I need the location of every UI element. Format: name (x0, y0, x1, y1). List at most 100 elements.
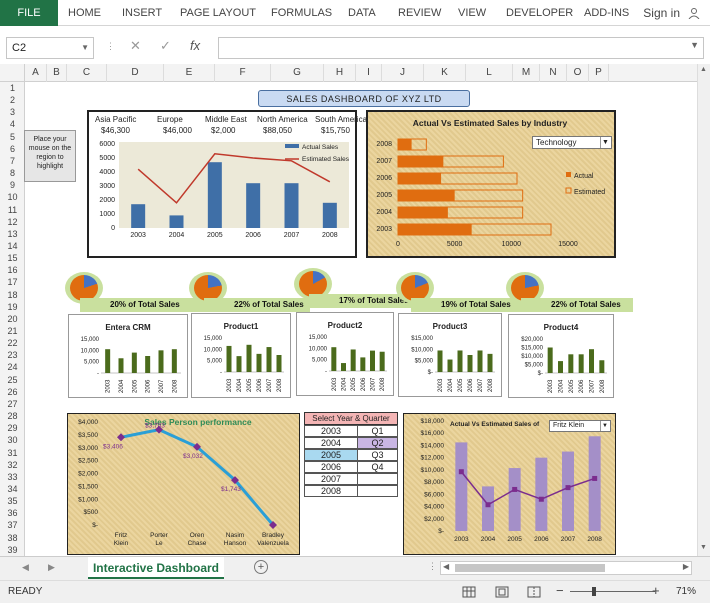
add-sheet-icon[interactable]: + (254, 560, 268, 574)
column-header-p[interactable]: P (589, 64, 609, 82)
row-header-23[interactable]: 23 (7, 350, 18, 361)
prev-sheet-icon[interactable]: ◀ (22, 562, 29, 572)
tab-review[interactable]: REVIEW (398, 7, 442, 19)
row-header-1[interactable]: 1 (9, 83, 15, 93)
scroll-right-icon[interactable]: ▶ (682, 562, 689, 571)
sign-in-link[interactable]: Sign in (643, 6, 680, 20)
row-header-27[interactable]: 27 (7, 398, 18, 409)
horizontal-scrollbar[interactable]: ◀ ▶ (440, 561, 692, 575)
person-sales-chart[interactable]: Actual Vs Estimated Sales of $- $2,000 $4,0… (404, 414, 615, 554)
product-chart[interactable]: $- $5,000 $10,000 $15,000 2003 2004 2005 2006 20… (399, 314, 501, 396)
tab-view[interactable]: VIEW (458, 7, 487, 19)
tab-insert[interactable]: INSERT (122, 7, 163, 19)
row-header-30[interactable]: 30 (7, 435, 18, 446)
column-header-f[interactable]: F (215, 64, 271, 82)
column-header-c[interactable]: C (67, 64, 107, 82)
select-all-corner[interactable] (0, 64, 25, 82)
sheet-tab-interactive-dashboard[interactable]: Interactive Dashboard (88, 557, 224, 579)
share-pie[interactable] (299, 271, 327, 297)
zoom-slider-thumb[interactable] (592, 587, 596, 596)
scroll-down-icon[interactable]: ▼ (700, 544, 707, 551)
formula-input[interactable]: ▼ (218, 37, 704, 59)
row-header-18[interactable]: 18 (7, 289, 18, 300)
year-option-2005[interactable]: 2005 (304, 449, 358, 461)
row-header-26[interactable]: 26 (7, 386, 18, 397)
tab-formulas[interactable]: FORMULAS (271, 7, 333, 19)
row-header-11[interactable]: 11 (7, 204, 18, 215)
row-header-24[interactable]: 24 (7, 362, 18, 373)
industry-sales-chart[interactable]: Actual Vs Estimated Sales by Industry 200… (368, 112, 614, 256)
tab-home[interactable]: HOME (68, 7, 101, 19)
salesperson-chart[interactable]: Sales Person performance $- $500 $1,000 $1,5… (68, 414, 299, 554)
column-header-i[interactable]: I (356, 64, 382, 82)
share-pie[interactable] (511, 275, 539, 301)
row-header-25[interactable]: 25 (7, 374, 18, 385)
row-header-4[interactable]: 4 (9, 119, 15, 130)
column-header-m[interactable]: M (513, 64, 540, 82)
scroll-up-icon[interactable]: ▲ (700, 66, 707, 73)
column-header-a[interactable]: A (25, 64, 47, 82)
quarter-option-q2[interactable]: Q2 (357, 437, 398, 449)
quarter-option-q4[interactable]: Q4 (357, 461, 398, 473)
row-header-16[interactable]: 16 (7, 265, 18, 276)
chevron-down-icon[interactable]: ▼ (600, 421, 609, 431)
industry-dropdown[interactable]: Technology ▼ (532, 136, 612, 149)
year-option-2003[interactable]: 2003 (304, 425, 358, 437)
share-pie[interactable] (194, 275, 222, 301)
column-header-b[interactable]: B (47, 64, 67, 82)
row-header-22[interactable]: 22 (7, 338, 18, 349)
tab-page-layout[interactable]: PAGE LAYOUT (180, 7, 257, 19)
row-header-7[interactable]: 7 (9, 155, 15, 166)
year-option-2004[interactable]: 2004 (304, 437, 358, 449)
row-header-36[interactable]: 36 (7, 508, 18, 519)
row-header-14[interactable]: 14 (7, 240, 18, 251)
row-header-19[interactable]: 19 (7, 301, 18, 312)
page-break-view-icon[interactable] (527, 586, 541, 598)
zoom-in-icon[interactable]: + (652, 583, 660, 598)
column-header-k[interactable]: K (424, 64, 466, 82)
column-header-g[interactable]: G (271, 64, 324, 82)
row-header-17[interactable]: 17 (7, 277, 18, 288)
tab-developer[interactable]: DEVELOPER (506, 7, 574, 19)
row-header-3[interactable]: 3 (9, 107, 15, 118)
row-header-20[interactable]: 20 (7, 313, 18, 324)
column-header-j[interactable]: J (382, 64, 424, 82)
cancel-icon[interactable]: ✕ (130, 38, 141, 53)
row-header-9[interactable]: 9 (9, 180, 15, 191)
row-header-6[interactable]: 6 (9, 143, 15, 154)
enter-icon[interactable]: ✓ (160, 38, 171, 53)
user-icon[interactable] (688, 7, 700, 19)
row-header-35[interactable]: 35 (7, 496, 18, 507)
chevron-down-icon[interactable]: ▼ (81, 43, 89, 52)
column-header-l[interactable]: L (466, 64, 513, 82)
share-pie[interactable] (70, 275, 98, 301)
zoom-level[interactable]: 71% (675, 586, 696, 597)
row-header-21[interactable]: 21 (7, 326, 18, 336)
name-box[interactable]: C2 ▼ (6, 37, 94, 59)
row-header-2[interactable]: 2 (9, 95, 15, 106)
column-header-h[interactable]: H (324, 64, 356, 82)
row-header-33[interactable]: 33 (7, 471, 18, 482)
row-header-15[interactable]: 15 (7, 253, 18, 264)
row-header-13[interactable]: 13 (7, 228, 18, 239)
row-header-29[interactable]: 29 (7, 423, 18, 434)
column-header-d[interactable]: D (107, 64, 164, 82)
tab-data[interactable]: DATA (348, 7, 376, 19)
person-dropdown[interactable]: Fritz Klein ▼ (549, 420, 611, 432)
insert-function-icon[interactable]: fx (190, 38, 201, 53)
chevron-down-icon[interactable]: ▼ (690, 40, 699, 50)
chevron-down-icon[interactable]: ▼ (600, 137, 610, 148)
row-header-28[interactable]: 28 (7, 411, 18, 422)
next-sheet-icon[interactable]: ▶ (48, 562, 55, 572)
vertical-scrollbar[interactable]: ▲ ▼ (697, 64, 710, 556)
tab-add-ins[interactable]: ADD-INS (584, 7, 630, 19)
row-header-34[interactable]: 34 (7, 483, 18, 494)
row-header-39[interactable]: 39 (7, 544, 18, 555)
quarter-option-q3[interactable]: Q3 (357, 449, 398, 461)
row-header-32[interactable]: 32 (7, 459, 18, 470)
row-header-5[interactable]: 5 (9, 131, 15, 142)
year-option-2008[interactable]: 2008 (304, 485, 358, 497)
scroll-left-icon[interactable]: ◀ (443, 562, 450, 571)
